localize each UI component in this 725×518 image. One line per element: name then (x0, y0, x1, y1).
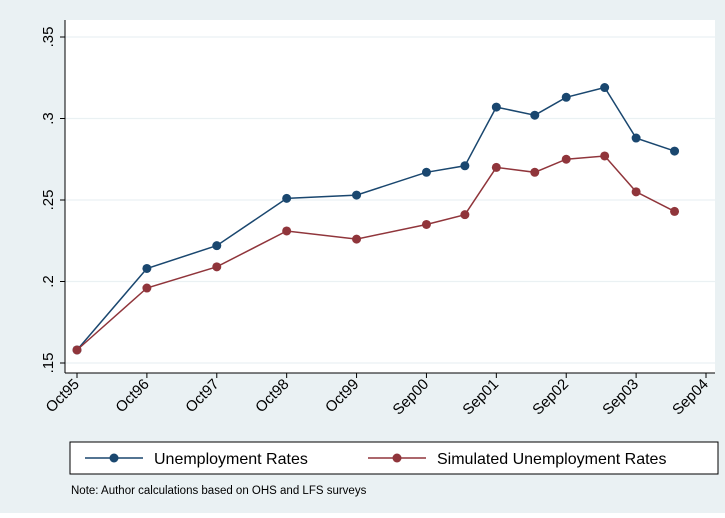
data-point-unemployment (491, 102, 501, 112)
y-tick-label: .2 (40, 275, 57, 288)
x-tick-label: Sep03 (599, 376, 642, 419)
data-point-simulated (282, 226, 292, 236)
data-point-unemployment (460, 161, 470, 171)
data-point-simulated (561, 154, 571, 164)
x-tick-label: Oct96 (112, 376, 152, 416)
legend-item-simulated: Simulated Unemployment Rates (368, 451, 666, 468)
legend-label-simulated: Simulated Unemployment Rates (437, 451, 666, 468)
data-point-simulated (72, 345, 82, 355)
data-point-unemployment (282, 193, 292, 203)
data-point-simulated (491, 162, 501, 172)
x-tick-label: Oct97 (182, 376, 222, 416)
data-point-simulated (212, 262, 222, 272)
y-axis: .15 .2 .25 .3 .35 (40, 27, 65, 374)
y-tick-label: .25 (40, 190, 57, 211)
x-tick-label: Oct98 (252, 376, 292, 416)
data-point-unemployment (142, 263, 152, 273)
series-layer (72, 83, 680, 355)
x-tick-label: Sep02 (529, 376, 572, 419)
data-point-unemployment (530, 110, 540, 120)
data-point-unemployment (561, 92, 571, 102)
legend-label-unemployment: Unemployment Rates (154, 451, 308, 468)
x-axis: Oct95 Oct96 Oct97 Oct98 Oct99 Sep00 Sep01 Sep02… (43, 373, 712, 418)
data-point-unemployment (352, 190, 362, 200)
data-point-unemployment (631, 133, 641, 143)
x-tick-label: Oct95 (43, 376, 83, 416)
y-tick-label: .35 (40, 27, 57, 48)
data-point-simulated (631, 187, 641, 197)
series-simulated (72, 151, 680, 355)
legend-marker-unemployment (109, 453, 119, 463)
data-point-simulated (352, 234, 362, 244)
data-point-simulated (421, 219, 431, 229)
legend-item-unemployment: Unemployment Rates (85, 451, 308, 468)
legend-marker-simulated (392, 453, 402, 463)
x-tick-label: Oct99 (322, 376, 362, 416)
data-point-simulated (460, 210, 470, 220)
grid-lines (65, 36, 715, 364)
y-tick-label: .15 (40, 353, 57, 374)
chart-note: Note: Author calculations based on OHS a… (71, 485, 367, 497)
data-point-unemployment (421, 167, 431, 177)
x-tick-label: Sep01 (459, 376, 502, 419)
x-tick-label: Sep04 (669, 376, 712, 419)
x-tick-label: Sep00 (390, 376, 433, 419)
y-tick-label: .3 (40, 112, 57, 125)
data-point-simulated (600, 151, 610, 161)
data-point-simulated (530, 167, 540, 177)
data-point-simulated (142, 283, 152, 293)
plot-area (65, 20, 715, 373)
legend: Unemployment Rates Simulated Unemploymen… (69, 441, 719, 475)
data-point-simulated (670, 206, 680, 216)
data-point-unemployment (212, 241, 222, 251)
data-point-unemployment (600, 83, 610, 93)
data-point-unemployment (670, 146, 680, 156)
